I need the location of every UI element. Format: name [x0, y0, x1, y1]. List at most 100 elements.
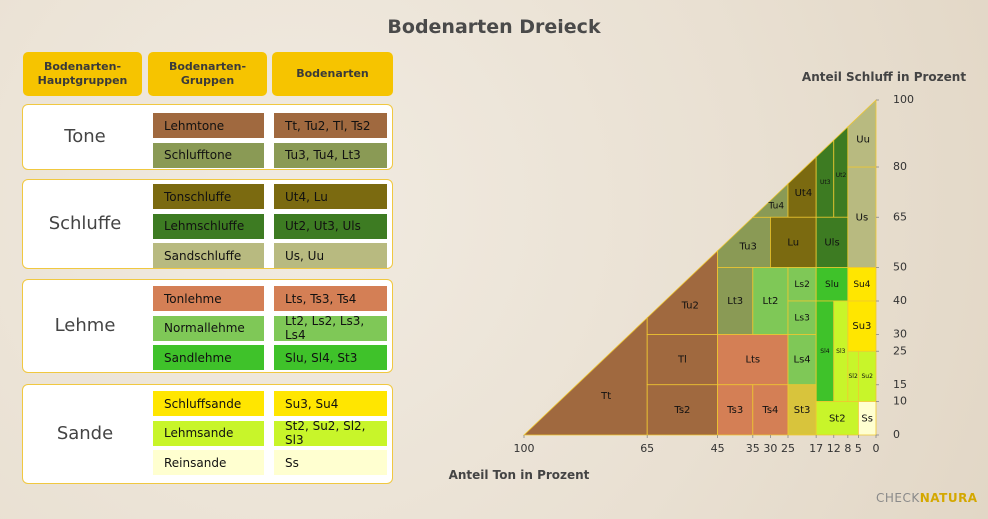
region-label: Ls2 [794, 280, 809, 290]
group-chip: Sandschluffe [153, 243, 264, 268]
region-label: Uls [824, 237, 839, 248]
y-tick-label: 40 [893, 294, 907, 307]
x-tick-label: 0 [873, 442, 880, 455]
region-label: Tu4 [767, 202, 784, 212]
region-label: Lt2 [762, 296, 778, 307]
group-chip: Lehmtone [153, 113, 264, 138]
region-label: Su2 [861, 373, 873, 380]
types-chip: Us, Uu [274, 243, 387, 268]
soil-region [787, 156, 817, 218]
group-card: Sande Schluffsande Su3, Su4 Lehmsande St2, S… [22, 384, 393, 484]
region-label: Tt [600, 391, 611, 402]
region-label: Su3 [852, 321, 871, 332]
y-tick-label: 80 [893, 160, 907, 173]
group-chip: Schlufftone [153, 142, 264, 168]
soil-region [522, 316, 648, 436]
region-label: St2 [829, 413, 846, 424]
group-chip: Sandlehme [153, 345, 264, 370]
types-chip: St2, Su2, Sl2, Sl3 [274, 419, 387, 447]
group-name: Sande [56, 423, 114, 444]
column-header: Bodenarten- Gruppen [148, 52, 267, 96]
region-label: Ut3 [820, 179, 831, 186]
region-label: Ut2 [836, 172, 847, 179]
group-card: Schluffe Tonschluffe Ut4, Lu Lehmschluffe Ut… [22, 179, 393, 269]
region-label: Ut4 [795, 188, 813, 199]
types-chip: Ut2, Ut3, Uls [274, 213, 387, 239]
region-label: Slu [825, 280, 839, 290]
types-chip: Ut4, Lu [274, 184, 387, 209]
types-chip: Tu3, Tu4, Lt3 [274, 142, 387, 168]
group-card: Tone Lehmtone Tt, Tu2, Tl, Ts2 Schlufftone T… [22, 104, 393, 170]
region-label: Sl4 [820, 348, 829, 355]
region-label: Ss [861, 413, 873, 424]
y-axis-label: Anteil Schluff in Prozent [802, 70, 966, 84]
x-tick-label: 65 [640, 442, 654, 455]
group-chip: Lehmschluffe [153, 213, 264, 239]
x-tick-label: 25 [781, 442, 795, 455]
region-label: Sl2 [848, 373, 857, 380]
types-chip: Ss [274, 450, 387, 475]
soil-region [847, 99, 877, 168]
x-tick-label: 8 [844, 442, 851, 455]
group-card: Lehme Tonlehme Lts, Ts3, Ts4 Normallehme Lt2… [22, 279, 393, 373]
region-label: Ts4 [761, 405, 778, 416]
x-tick-label: 35 [746, 442, 760, 455]
region-label: Lu [787, 237, 799, 248]
region-label: Tu3 [739, 241, 757, 252]
region-label: Lts [745, 355, 760, 366]
y-tick-label: 25 [893, 344, 907, 357]
x-tick-label: 45 [711, 442, 725, 455]
group-chip: Tonschluffe [153, 184, 264, 209]
region-label: Su4 [853, 280, 870, 290]
types-chip: Slu, Sl4, St3 [274, 345, 387, 370]
y-tick-label: 0 [893, 428, 900, 441]
soil-region [833, 300, 849, 402]
x-axis-label: Anteil Ton in Prozent [449, 468, 590, 482]
y-tick-label: 15 [893, 378, 907, 391]
column-header: Bodenarten- Hauptgruppen [23, 52, 142, 96]
region-label: Uu [856, 135, 870, 146]
region-label: St3 [794, 405, 811, 416]
x-tick-label: 12 [827, 442, 841, 455]
region-label: Sl3 [836, 348, 845, 355]
types-chip: Lt2, Ls2, Ls3, Ls4 [274, 314, 387, 342]
logo-text: NATURA [919, 491, 978, 505]
y-tick-label: 30 [893, 328, 907, 341]
logo-text: CHECK [876, 491, 920, 505]
group-chip: Tonlehme [153, 286, 264, 311]
types-chip: Lts, Ts3, Ts4 [274, 286, 387, 311]
types-chip: Su3, Su4 [274, 391, 387, 416]
group-chip: Reinsande [153, 450, 264, 475]
soil-region [646, 249, 718, 335]
x-tick-label: 5 [855, 442, 862, 455]
types-chip: Tt, Tu2, Tl, Ts2 [274, 113, 387, 138]
group-name: Lehme [54, 315, 116, 336]
region-label: Ls3 [794, 313, 809, 323]
x-tick-label: 30 [763, 442, 777, 455]
region-label: Ts2 [673, 405, 690, 416]
group-chip: Lehmsande [153, 420, 264, 446]
y-tick-label: 100 [893, 93, 914, 106]
region-label: Tl [677, 355, 687, 366]
region-label: Lt3 [727, 296, 743, 307]
region-label: Us [856, 212, 869, 223]
group-chip: Schluffsande [153, 391, 264, 416]
y-tick-label: 65 [893, 210, 907, 223]
soil-region [751, 182, 789, 218]
region-label: Tu2 [681, 301, 699, 312]
y-tick-label: 50 [893, 261, 907, 274]
soil-region [858, 401, 877, 436]
region-label: Ts3 [726, 405, 743, 416]
x-tick-label: 17 [809, 442, 823, 455]
title: Bodenarten Dreieck [387, 16, 601, 38]
group-name: Tone [64, 126, 106, 147]
y-tick-label: 10 [893, 395, 907, 408]
column-header: Bodenarten [272, 52, 393, 96]
group-name: Schluffe [48, 213, 122, 234]
group-chip: Normallehme [153, 315, 264, 341]
x-tick-label: 100 [514, 442, 535, 455]
logo: CHECKNATURA [876, 491, 978, 505]
region-label: Ls4 [794, 355, 811, 366]
